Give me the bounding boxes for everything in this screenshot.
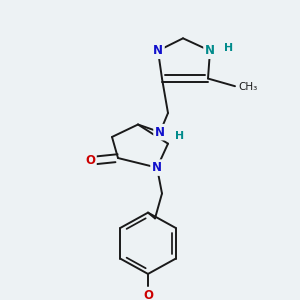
Text: N: N <box>155 126 165 139</box>
Text: N: N <box>153 44 163 57</box>
Text: H: H <box>176 131 184 141</box>
Text: CH₃: CH₃ <box>238 82 257 92</box>
Text: H: H <box>224 43 234 53</box>
Text: O: O <box>85 154 95 167</box>
Text: N: N <box>152 161 162 174</box>
Text: N: N <box>205 44 215 57</box>
Text: O: O <box>143 289 153 300</box>
